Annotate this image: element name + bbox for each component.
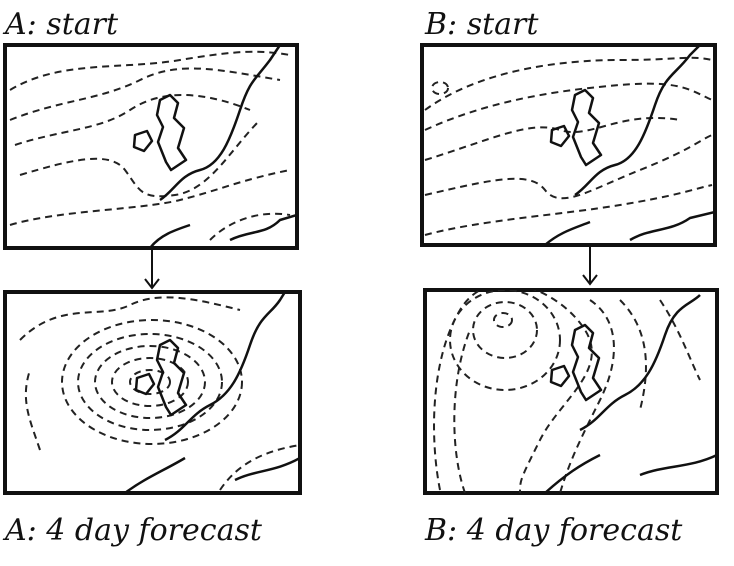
panel-label: B: start (424, 7, 539, 42)
panel-label: A: 4 day forecast (2, 513, 263, 548)
map-panel (3, 43, 299, 250)
arrow (144, 250, 160, 290)
arrow (582, 247, 598, 286)
panel-label: A: start (2, 7, 119, 42)
map-panel (420, 43, 717, 247)
map-panel (3, 290, 302, 495)
map-panel (423, 288, 719, 495)
panel-label: B: 4 day forecast (424, 513, 683, 548)
